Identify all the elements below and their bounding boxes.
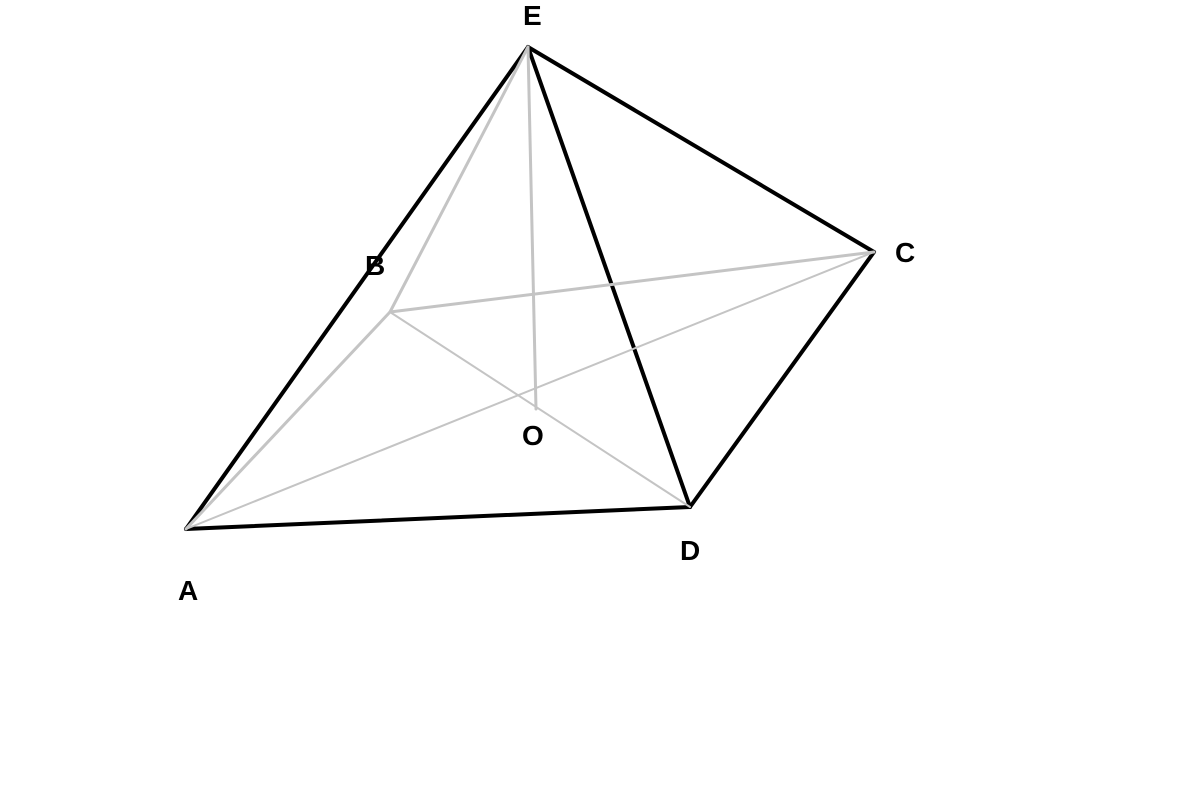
vertex-label-A: A	[178, 575, 198, 607]
vertex-label-D: D	[680, 535, 700, 567]
edge-D-A	[186, 507, 690, 529]
edge-E-C	[528, 47, 874, 252]
edge-B-D	[390, 312, 690, 507]
edge-E-O	[528, 47, 536, 409]
vertex-label-O: O	[522, 420, 544, 452]
edge-A-E	[186, 47, 528, 529]
vertex-label-B: B	[365, 250, 385, 282]
vertex-label-C: C	[895, 237, 915, 269]
pyramid-diagram	[0, 0, 1182, 788]
edge-A-B	[186, 312, 390, 529]
edge-C-D	[690, 252, 874, 507]
edge-B-E	[390, 47, 528, 312]
vertex-label-E: E	[523, 0, 542, 32]
